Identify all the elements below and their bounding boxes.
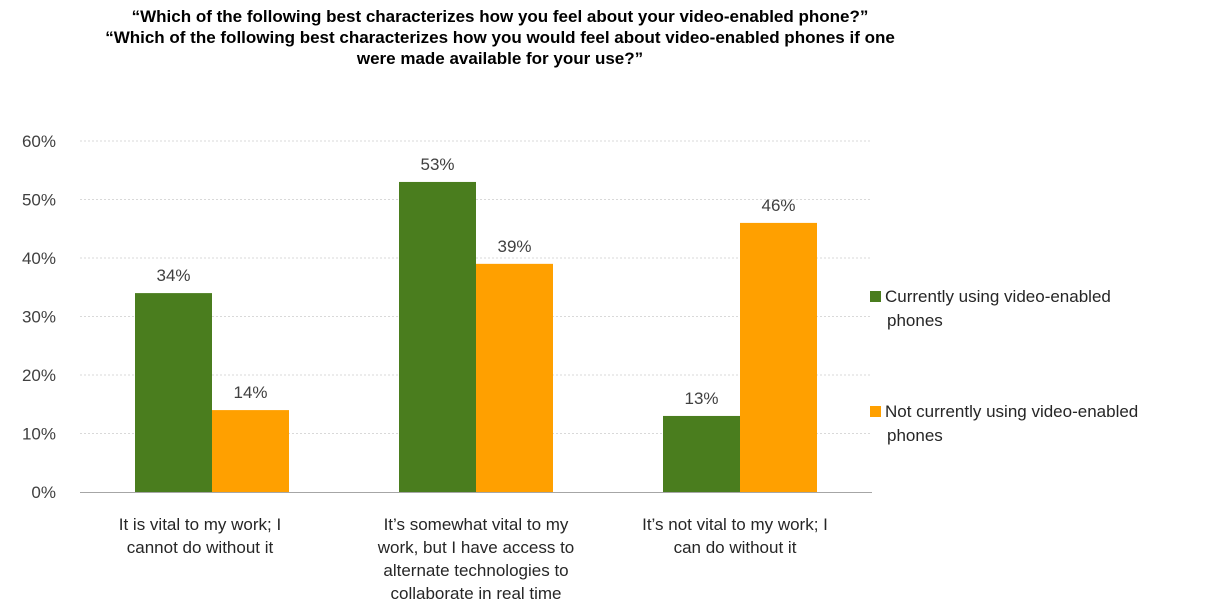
bar-series-0-category-1: [399, 181, 476, 492]
category-1-line-1: It’s somewhat vital to my: [383, 515, 569, 534]
y-tick-label-4: 40%: [22, 249, 56, 268]
legend-label-1-line-1: Not currently using video-enabled: [885, 402, 1139, 421]
category-label-2: It’s not vital to my work; I can do with…: [610, 513, 860, 559]
category-1-line-4: collaborate in real time: [390, 584, 562, 603]
category-1-line-3: alternate technologies to: [383, 561, 569, 580]
y-tick-label-3: 30%: [22, 308, 56, 327]
y-tick-label-2: 20%: [22, 366, 56, 385]
legend-item-1: Not currently using video-enabled phones: [870, 400, 1225, 448]
data-label-series-1-category-0: 14%: [233, 383, 267, 402]
y-tick-label-0: 0%: [31, 483, 56, 502]
bar-series-0-category-0: [135, 293, 212, 492]
data-label-series-0-category-0: 34%: [156, 266, 190, 285]
bars: [135, 181, 817, 492]
category-2-line-1: It’s not vital to my work; I: [642, 515, 828, 534]
category-1-line-2: work, but I have access to: [377, 538, 575, 557]
bar-series-1-category-0: [212, 410, 289, 492]
legend-swatch-0: [870, 291, 881, 302]
bar-series-0-category-2: [663, 415, 740, 492]
data-label-series-0-category-2: 13%: [684, 389, 718, 408]
category-label-1: It’s somewhat vital to my work, but I ha…: [341, 513, 611, 605]
title-line-2: “Which of the following best characteriz…: [105, 28, 895, 47]
y-tick-label-1: 10%: [22, 425, 56, 444]
legend-label-1-line-2: phones: [887, 426, 943, 445]
category-0-line-1: It is vital to my work; I: [118, 515, 282, 534]
legend-swatch-1: [870, 406, 881, 417]
category-0-line-2: cannot do without it: [126, 538, 274, 557]
data-labels: 34% 14% 53% 39% 13% 46%: [156, 155, 795, 408]
legend-label-0-line-2: phones: [887, 311, 943, 330]
title-line-1: “Which of the following best characteriz…: [131, 7, 869, 26]
category-2-line-2: can do without it: [673, 538, 797, 557]
title-line-3: were made available for your use?”: [356, 49, 644, 68]
data-label-series-0-category-1: 53%: [420, 155, 454, 174]
y-tick-label-6: 60%: [22, 132, 56, 151]
bar-series-1-category-2: [740, 222, 817, 492]
legend-item-0: Currently using video-enabled phones: [870, 285, 1225, 333]
chart-title: “Which of the following best characteriz…: [0, 6, 1000, 69]
category-label-0: It is vital to my work; I cannot do with…: [80, 513, 320, 559]
y-axis: 0% 10% 20% 30% 40% 50% 60%: [22, 132, 872, 502]
data-label-series-1-category-2: 46%: [761, 196, 795, 215]
bar-series-1-category-1: [476, 263, 553, 492]
legend-label-0-line-1: Currently using video-enabled: [885, 287, 1111, 306]
y-tick-label-5: 50%: [22, 191, 56, 210]
data-label-series-1-category-1: 39%: [497, 237, 531, 256]
